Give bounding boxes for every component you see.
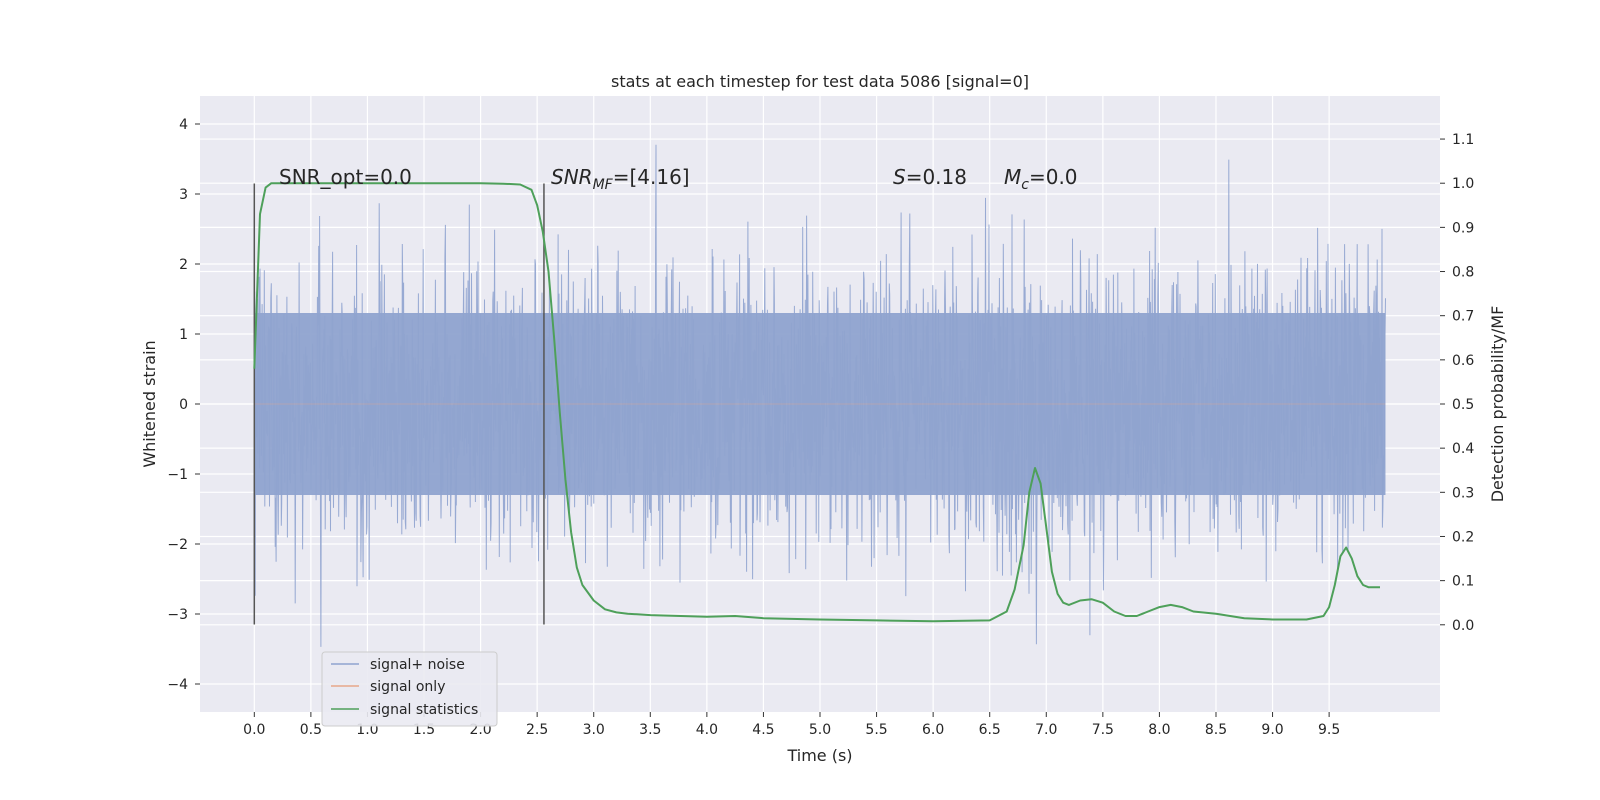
legend-label-signal-noise: signal+ noise	[370, 657, 465, 673]
y-tick-label: −1	[167, 467, 188, 483]
legend-box	[321, 651, 498, 727]
y2-tick-label: 0.4	[1452, 441, 1474, 457]
x-tick-label: 7.5	[1092, 722, 1114, 738]
y-tick-label: 0	[179, 397, 188, 413]
x-tick-label: 7.0	[1035, 722, 1057, 738]
y-axis-label: Whitened strain	[140, 340, 159, 467]
legend-label-signal-only: signal only	[370, 679, 445, 695]
s-main: S	[893, 165, 906, 189]
annotation-s: S=0.18	[893, 165, 967, 189]
y2-axis-label: Detection probability/MF	[1488, 306, 1507, 503]
y2-tick-label: 0.1	[1452, 574, 1474, 590]
x-tick-label: 5.5	[865, 722, 887, 738]
y-tick-label: 2	[179, 257, 188, 273]
y2-tick-label: 0.9	[1452, 220, 1474, 236]
x-tick-label: 6.5	[979, 722, 1001, 738]
annotation-snr-opt: SNR_opt=0.0	[279, 165, 412, 189]
x-tick-label: 3.5	[639, 722, 661, 738]
y-tick-label: −4	[167, 677, 188, 693]
mc-sub: c	[1021, 177, 1029, 193]
x-tick-label: 0.5	[300, 722, 322, 738]
x-tick-label: 4.5	[752, 722, 774, 738]
x-tick-label: 4.0	[696, 722, 718, 738]
y-tick-label: −2	[167, 537, 188, 553]
x-tick-label: 0.0	[243, 722, 265, 738]
y2-tick-label: 1.0	[1452, 176, 1474, 192]
snr-mf-rest: =[4.16]	[613, 165, 690, 189]
annotation-snr-mf: SNRMF=[4.16]	[551, 165, 690, 193]
y2-tick-label: 0.0	[1452, 618, 1474, 634]
mc-main: M	[1004, 165, 1021, 189]
x-tick-label: 3.0	[583, 722, 605, 738]
snr-mf-main: SNR	[551, 165, 593, 189]
y2-tick-label: 0.8	[1452, 265, 1474, 281]
y-tick-label: −3	[167, 607, 188, 623]
x-tick-label: 6.0	[922, 722, 944, 738]
x-tick-label: 5.0	[809, 722, 831, 738]
snr-mf-sub: MF	[593, 177, 614, 193]
y2-tick-label: 1.1	[1452, 132, 1474, 148]
x-tick-label: 2.5	[526, 722, 548, 738]
x-tick-label: 9.5	[1318, 722, 1340, 738]
legend-label-signal-statistics: signal statistics	[370, 702, 478, 718]
y2-axis-ticks: 1.1 1.0 0.9 0.8 0.7 0.6 0.5 0.4 0.3 0.2 0.1 0.0	[1440, 132, 1474, 634]
y2-tick-label: 0.2	[1452, 529, 1474, 545]
y2-tick-label: 0.7	[1452, 309, 1474, 325]
vertical-markers	[253, 183, 545, 625]
chart-title: stats at each timestep for test data 508…	[611, 72, 1029, 91]
legend: signal+ noise signal only signal statist…	[321, 651, 498, 727]
y-tick-label: 4	[179, 117, 188, 133]
s-rest: =0.18	[906, 165, 967, 189]
mc-rest: =0.0	[1029, 165, 1078, 189]
annotation-mc: Mc=0.0	[1004, 165, 1078, 193]
x-tick-label: 8.5	[1205, 722, 1227, 738]
series-signal-statistics	[253, 182, 1380, 623]
x-tick-label: 9.0	[1261, 722, 1283, 738]
stats-line	[253, 182, 1380, 623]
noise-core-band	[254, 313, 1386, 495]
y2-tick-label: 0.6	[1452, 353, 1474, 369]
y-tick-label: 3	[179, 187, 188, 203]
x-tick-label: 8.0	[1148, 722, 1170, 738]
y-tick-label: 1	[179, 327, 188, 343]
series-signal-noise	[253, 144, 1386, 647]
x-axis-label: Time (s)	[786, 746, 852, 765]
y2-tick-label: 0.5	[1452, 397, 1474, 413]
y2-tick-label: 0.3	[1452, 485, 1474, 501]
y-axis-ticks: 4 3 2 1 0 −1 −2 −3 −4	[167, 117, 200, 693]
x-axis-ticks: 0.0 0.5 1.0 1.5 2.0 2.5 3.0 3.5 4.0 4.5 5.0 5.5 6.0 6…	[243, 712, 1340, 738]
